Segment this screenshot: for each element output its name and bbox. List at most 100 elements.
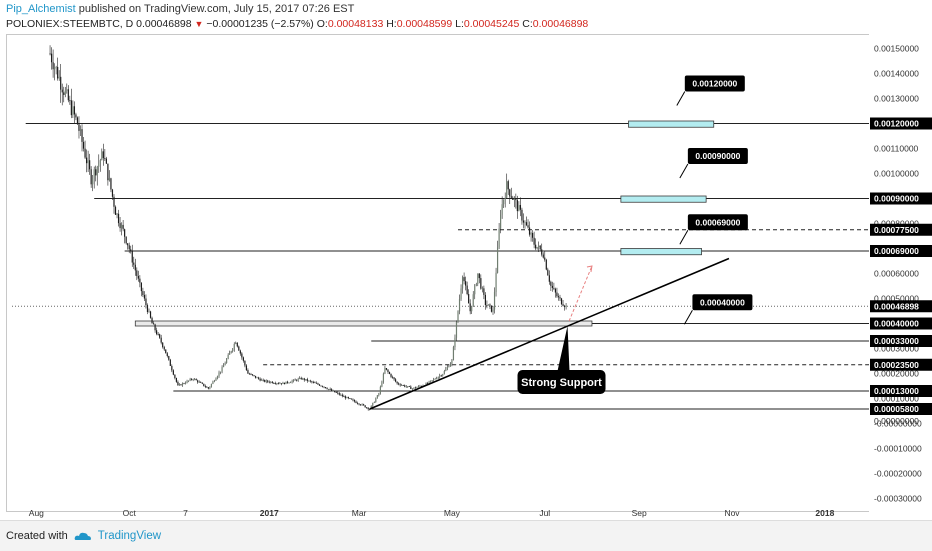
- candle-body: [191, 378, 193, 380]
- candle-body: [111, 189, 114, 197]
- candle-body: [507, 181, 509, 190]
- candle-body: [557, 296, 560, 298]
- candle-body: [426, 383, 429, 384]
- candle-body: [293, 379, 295, 381]
- candle-body: [250, 374, 252, 376]
- candle-body: [152, 323, 155, 325]
- tradingview-brand[interactable]: TradingView: [97, 530, 162, 542]
- candle-body: [513, 198, 515, 200]
- open-value: 0.00048133: [327, 18, 384, 30]
- candle-body: [120, 224, 123, 229]
- callout-text: 0.00120000: [692, 79, 737, 89]
- candle-body: [311, 381, 313, 383]
- candle-body: [340, 394, 342, 396]
- candle-body: [187, 380, 190, 382]
- target-zone: [628, 120, 715, 128]
- candle-body: [89, 160, 91, 170]
- callout-text: 0.00090000: [695, 151, 740, 161]
- annotation-box: [517, 370, 606, 394]
- candle-body: [503, 200, 505, 205]
- candle-body: [440, 375, 442, 377]
- tradingview-cloud-icon: [74, 532, 91, 540]
- candle-body: [308, 380, 310, 382]
- created-with-label: Created with: [6, 530, 68, 542]
- candle-body: [160, 337, 162, 343]
- candle-body: [492, 309, 494, 312]
- candle-body: [98, 163, 100, 167]
- projection-arrow: [568, 265, 593, 322]
- candle-body: [401, 385, 403, 386]
- candle-body: [556, 292, 558, 297]
- candle-body: [551, 285, 553, 288]
- candle-body: [500, 214, 502, 229]
- candle-body: [350, 398, 353, 400]
- candle-body: [396, 381, 398, 384]
- candle-body: [544, 257, 546, 260]
- candle-body: [539, 245, 541, 250]
- candle-body: [487, 304, 490, 306]
- candle-body: [280, 383, 283, 385]
- candle-body: [525, 222, 528, 226]
- candle-body: [81, 129, 83, 142]
- symbol-label[interactable]: POLONIEX:STEEMBTC, D: [6, 18, 134, 30]
- candle-body: [134, 264, 136, 271]
- candle-body: [119, 223, 121, 229]
- candle-body: [180, 384, 182, 386]
- candle-body: [69, 100, 71, 102]
- candle-body: [439, 375, 441, 377]
- candle-body: [277, 383, 279, 385]
- candle-body: [490, 305, 493, 312]
- candle-body: [554, 288, 557, 293]
- price-change: −0.00001235 (−2.57%): [206, 18, 314, 30]
- candle-body: [149, 311, 152, 318]
- candle-body: [209, 386, 211, 389]
- price-level-tag: [870, 385, 932, 397]
- candle-body: [116, 213, 118, 215]
- author-link[interactable]: Pip_Alchemist: [6, 3, 76, 15]
- published-text: published on TradingView.com, July 15, 2…: [78, 3, 355, 15]
- candle-body: [189, 378, 191, 381]
- candle-body: [52, 62, 54, 70]
- candle-body: [420, 385, 423, 387]
- callout-text: 0.00069000: [695, 217, 740, 227]
- candle-body: [265, 380, 267, 382]
- candle-body: [198, 381, 200, 383]
- candle-body: [93, 169, 95, 179]
- candle-body: [163, 346, 165, 350]
- candle-body: [184, 382, 187, 384]
- candle-body: [73, 106, 76, 115]
- projection-arrowhead: [586, 265, 593, 273]
- candle-body: [314, 382, 316, 384]
- high-value: 0.00048599: [396, 18, 453, 30]
- candle-body: [274, 383, 276, 384]
- candle-body: [226, 358, 228, 363]
- candle-body: [224, 362, 226, 366]
- candle-body: [515, 198, 517, 201]
- candle-body: [142, 291, 144, 296]
- candle-body: [124, 229, 126, 237]
- x-tick-label: Aug: [29, 508, 44, 518]
- candle-body: [64, 90, 66, 95]
- candle-body: [232, 348, 234, 352]
- candle-body: [171, 365, 173, 371]
- candle-body: [370, 405, 372, 410]
- candle-body: [519, 205, 522, 210]
- candle-body: [288, 382, 290, 384]
- candle-body: [271, 381, 273, 383]
- candle-body: [518, 205, 520, 212]
- candle-body: [203, 383, 205, 387]
- candle-body: [192, 379, 194, 381]
- candle-body: [326, 388, 328, 390]
- candle-body: [256, 377, 258, 379]
- candle-body: [324, 387, 327, 389]
- y-tick-label: -0.00010000: [874, 444, 922, 454]
- candle-body: [405, 386, 407, 388]
- candle-body: [242, 357, 244, 361]
- candle-body: [289, 382, 292, 384]
- candle-body: [262, 379, 264, 381]
- candle-body: [475, 284, 477, 286]
- y-tick-label: 0.00140000: [874, 69, 919, 79]
- x-tick-label: 2017: [260, 508, 279, 518]
- candle-body: [361, 404, 363, 406]
